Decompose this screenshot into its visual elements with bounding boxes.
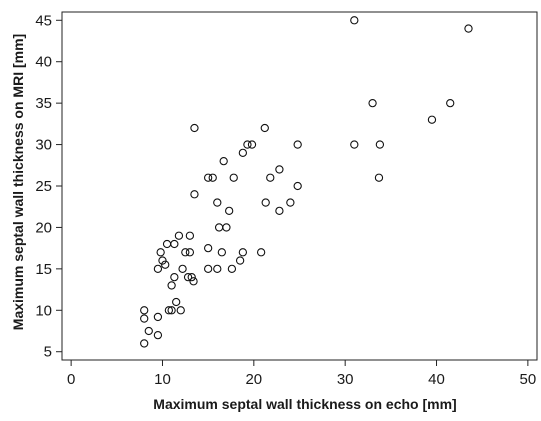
y-axis-ticks: 5 10 15 20 25 30 35 40 45 <box>35 12 62 361</box>
y-tick-label: 5 <box>44 344 52 361</box>
data-point <box>140 339 149 348</box>
data-point <box>178 264 187 274</box>
data-point <box>275 206 284 216</box>
data-point <box>190 123 199 133</box>
data-point <box>183 272 193 282</box>
data-point <box>266 173 275 182</box>
data-points <box>140 16 473 348</box>
data-point <box>260 123 269 133</box>
data-point <box>256 248 266 257</box>
data-point <box>153 312 163 322</box>
data-point <box>174 231 184 240</box>
data-point <box>164 306 174 315</box>
y-tick-label: 35 <box>35 95 52 112</box>
y-tick-label: 25 <box>35 178 52 195</box>
data-point <box>350 140 359 149</box>
x-tick-label: 30 <box>337 371 354 388</box>
data-point <box>208 173 217 182</box>
data-point <box>219 156 228 166</box>
data-point <box>140 306 149 315</box>
y-tick-label: 30 <box>35 137 52 154</box>
data-point <box>185 231 195 240</box>
data-point <box>286 198 295 207</box>
data-point <box>190 190 199 199</box>
data-point <box>374 173 384 182</box>
plot-frame <box>61 11 538 361</box>
x-axis-ticks: 0 10 20 30 40 50 <box>67 360 536 388</box>
data-point <box>204 243 213 253</box>
data-point <box>227 264 237 274</box>
data-point <box>187 272 196 282</box>
y-tick-label: 20 <box>35 219 52 236</box>
data-point <box>181 248 190 257</box>
data-point <box>464 24 473 33</box>
x-tick-label: 0 <box>67 371 75 388</box>
x-tick-label: 50 <box>520 371 537 388</box>
data-point <box>172 297 181 307</box>
x-tick-label: 10 <box>154 371 171 388</box>
data-point <box>222 223 231 232</box>
data-point <box>156 248 165 257</box>
data-point <box>225 206 234 216</box>
x-tick-label: 20 <box>245 371 262 388</box>
data-point <box>247 140 257 149</box>
data-point <box>427 115 437 124</box>
data-point <box>167 306 176 315</box>
data-point <box>204 173 213 182</box>
data-point <box>189 277 198 286</box>
data-point <box>170 272 179 282</box>
data-point <box>176 306 185 315</box>
data-point <box>261 198 270 207</box>
x-tick-label: 40 <box>428 371 445 388</box>
data-point <box>185 248 195 257</box>
data-point <box>275 165 284 174</box>
data-point <box>153 264 163 274</box>
data-point <box>446 98 455 108</box>
data-point <box>161 260 170 269</box>
data-point <box>375 140 385 149</box>
data-point <box>217 248 227 257</box>
y-axis-title: Maximum septal wall thickness on MRI [mm… <box>10 34 26 330</box>
data-point <box>213 264 222 274</box>
data-point <box>204 264 213 274</box>
y-tick-label: 40 <box>35 54 52 71</box>
data-point <box>238 148 248 158</box>
data-point <box>214 223 224 232</box>
data-point <box>170 239 179 249</box>
x-axis-title: Maximum septal wall thickness on echo [m… <box>153 396 456 412</box>
data-point <box>238 248 248 257</box>
data-point <box>235 256 245 265</box>
data-point <box>213 198 222 207</box>
data-point <box>243 140 252 149</box>
data-point <box>162 239 172 249</box>
data-point <box>153 330 163 340</box>
data-point <box>293 140 302 149</box>
y-tick-label: 15 <box>35 261 52 278</box>
y-tick-label: 45 <box>35 12 52 29</box>
data-point <box>140 314 149 323</box>
data-point <box>368 98 377 108</box>
y-tick-label: 10 <box>35 302 52 319</box>
data-point <box>158 256 167 265</box>
axes <box>61 11 538 361</box>
data-point <box>229 173 238 182</box>
data-point <box>350 16 359 25</box>
data-point <box>293 181 302 191</box>
data-point <box>144 326 153 336</box>
data-point <box>167 281 176 290</box>
